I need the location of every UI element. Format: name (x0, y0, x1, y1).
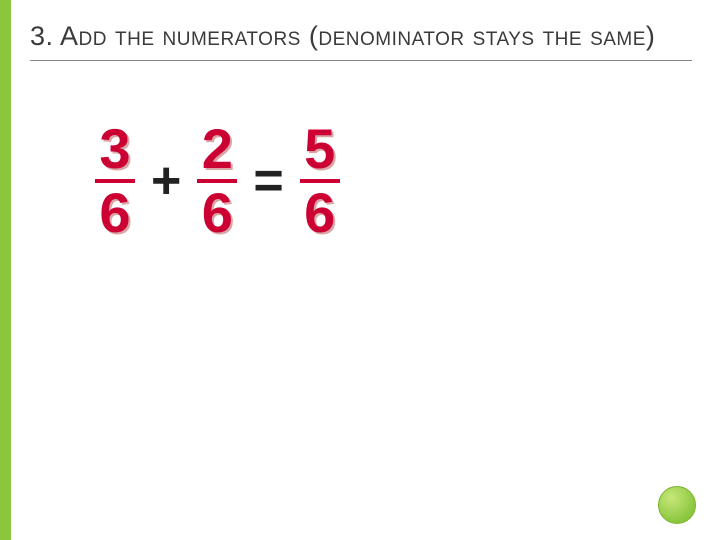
decorative-dot-icon (658, 486, 696, 524)
fraction-1: 3 6 (95, 121, 135, 241)
fraction-1-numerator: 3 (95, 121, 135, 183)
title-text: Add the numerators (denominator stays th… (54, 21, 656, 51)
fraction-2: 2 6 (197, 121, 237, 241)
fraction-3: 5 6 (300, 121, 340, 241)
fraction-3-denominator: 6 (304, 183, 335, 241)
fraction-2-numerator: 2 (197, 121, 237, 183)
operator-plus: + (147, 151, 185, 211)
operator-equals: = (249, 151, 287, 211)
fraction-1-denominator: 6 (99, 183, 130, 241)
accent-sidebar (0, 0, 11, 540)
fraction-2-denominator: 6 (202, 183, 233, 241)
equation-row: 3 6 + 2 6 = 5 6 (95, 121, 692, 241)
step-number: 3. (30, 21, 54, 51)
fraction-3-numerator: 5 (300, 121, 340, 183)
slide-title: 3. Add the numerators (denominator stays… (30, 20, 692, 61)
slide-content: 3. Add the numerators (denominator stays… (0, 0, 720, 241)
